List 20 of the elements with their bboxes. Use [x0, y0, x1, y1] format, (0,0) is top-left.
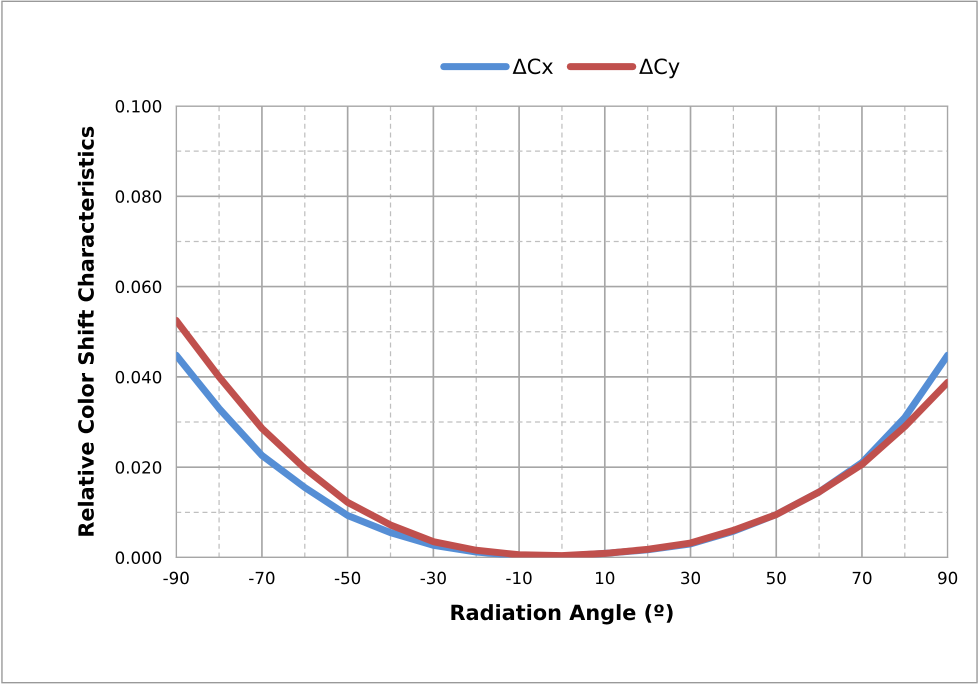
x-tick-label: -50	[334, 572, 360, 584]
x-tick-label: -10	[506, 572, 532, 584]
y-tick-label: 0.060	[116, 280, 162, 294]
y-tick-label: 0.080	[116, 190, 162, 203]
y-tick-label: 0.040	[116, 370, 162, 384]
x-tick-label: 30	[681, 572, 700, 584]
x-axis-title: Radiation Angle (º)	[451, 604, 673, 624]
x-tick-label: -30	[420, 572, 446, 584]
x-tick-label: -90	[163, 572, 189, 584]
legend-label: ΔCx	[512, 58, 553, 74]
legend-label: ΔCy	[639, 58, 680, 78]
x-tick-label: 90	[938, 572, 958, 584]
y-tick-label: 0.100	[116, 100, 162, 113]
y-tick-label: 0.000	[116, 551, 162, 564]
y-axis-title: Relative Color Shift Characteristics	[78, 126, 94, 536]
x-tick-label: -70	[249, 572, 274, 584]
x-tick-label: 10	[596, 572, 614, 584]
y-tick-label: 0.020	[116, 461, 162, 474]
x-tick-label: 50	[766, 572, 786, 584]
x-tick-label: 70	[852, 572, 872, 584]
